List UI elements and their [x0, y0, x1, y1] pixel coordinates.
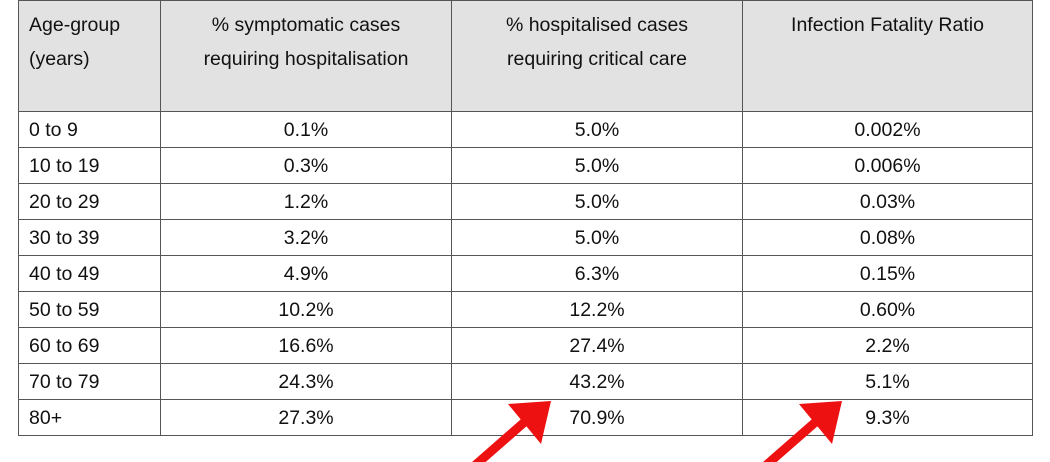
header-symptomatic-line1: % symptomatic cases: [211, 14, 401, 36]
cell-hospitalised-critical-care: 27.4%: [451, 327, 743, 364]
cell-symptomatic-hospitalisation: 1.2%: [160, 183, 452, 220]
cell-age-group: 80+: [18, 399, 161, 436]
cell-age-group: 10 to 19: [18, 147, 161, 184]
cell-age-group: 0 to 9: [18, 111, 161, 148]
cell-infection-fatality-ratio: 9.3%: [742, 399, 1033, 436]
table-body: 0 to 9 0.1% 5.0% 0.002% 10 to 19 0.3% 5.…: [18, 111, 1033, 436]
cell-symptomatic-hospitalisation: 0.3%: [160, 147, 452, 184]
cell-symptomatic-hospitalisation: 24.3%: [160, 363, 452, 400]
table-row: 0 to 9 0.1% 5.0% 0.002%: [18, 111, 1033, 148]
cell-hospitalised-critical-care: 6.3%: [451, 255, 743, 292]
cell-age-group: 40 to 49: [18, 255, 161, 292]
header-row: Age-group (years) % symptomatic cases re…: [18, 0, 1033, 112]
header-hospitalised-line1: % hospitalised cases: [505, 14, 689, 36]
cell-infection-fatality-ratio: 0.60%: [742, 291, 1033, 328]
cell-infection-fatality-ratio: 0.006%: [742, 147, 1033, 184]
cell-hospitalised-critical-care: 5.0%: [451, 219, 743, 256]
cell-infection-fatality-ratio: 2.2%: [742, 327, 1033, 364]
cell-hospitalised-critical-care: 5.0%: [451, 111, 743, 148]
cell-symptomatic-hospitalisation: 0.1%: [160, 111, 452, 148]
header-symptomatic-hospitalisation: % symptomatic cases requiring hospitalis…: [160, 0, 452, 112]
header-age-group-line2: (years): [29, 48, 90, 70]
cell-age-group: 50 to 59: [18, 291, 161, 328]
header-infection-fatality-ratio: Infection Fatality Ratio: [742, 0, 1033, 112]
cell-age-group: 20 to 29: [18, 183, 161, 220]
cell-symptomatic-hospitalisation: 4.9%: [160, 255, 452, 292]
table-row: 60 to 69 16.6% 27.4% 2.2%: [18, 327, 1033, 364]
age-group-statistics-table: Age-group (years) % symptomatic cases re…: [18, 0, 1033, 436]
table-header: Age-group (years) % symptomatic cases re…: [18, 0, 1033, 112]
cell-symptomatic-hospitalisation: 10.2%: [160, 291, 452, 328]
table-row: 80+ 27.3% 70.9% 9.3%: [18, 399, 1033, 436]
table-row: 50 to 59 10.2% 12.2% 0.60%: [18, 291, 1033, 328]
cell-hospitalised-critical-care: 12.2%: [451, 291, 743, 328]
cell-hospitalised-critical-care: 70.9%: [451, 399, 743, 436]
cell-infection-fatality-ratio: 0.15%: [742, 255, 1033, 292]
table-row: 30 to 39 3.2% 5.0% 0.08%: [18, 219, 1033, 256]
cell-age-group: 30 to 39: [18, 219, 161, 256]
header-symptomatic-line2: requiring hospitalisation: [203, 48, 409, 70]
table-row: 70 to 79 24.3% 43.2% 5.1%: [18, 363, 1033, 400]
table-row: 40 to 49 4.9% 6.3% 0.15%: [18, 255, 1033, 292]
header-age-group-line1: Age-group: [29, 14, 121, 36]
cell-hospitalised-critical-care: 5.0%: [451, 183, 743, 220]
header-hospitalised-line2: requiring critical care: [507, 48, 687, 70]
cell-symptomatic-hospitalisation: 3.2%: [160, 219, 452, 256]
cell-symptomatic-hospitalisation: 27.3%: [160, 399, 452, 436]
cell-hospitalised-critical-care: 43.2%: [451, 363, 743, 400]
table-row: 10 to 19 0.3% 5.0% 0.006%: [18, 147, 1033, 184]
cell-infection-fatality-ratio: 0.03%: [742, 183, 1033, 220]
header-hospitalised-critical-care: % hospitalised cases requiring critical …: [451, 0, 743, 112]
cell-infection-fatality-ratio: 5.1%: [742, 363, 1033, 400]
cell-infection-fatality-ratio: 0.002%: [742, 111, 1033, 148]
header-age-group: Age-group (years): [18, 0, 161, 112]
header-ifr-line1: Infection Fatality Ratio: [791, 14, 984, 36]
table-row: 20 to 29 1.2% 5.0% 0.03%: [18, 183, 1033, 220]
cell-infection-fatality-ratio: 0.08%: [742, 219, 1033, 256]
cell-hospitalised-critical-care: 5.0%: [451, 147, 743, 184]
cell-symptomatic-hospitalisation: 16.6%: [160, 327, 452, 364]
cell-age-group: 60 to 69: [18, 327, 161, 364]
cell-age-group: 70 to 79: [18, 363, 161, 400]
